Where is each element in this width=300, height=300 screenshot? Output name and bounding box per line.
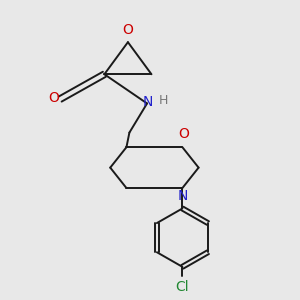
Text: O: O — [48, 92, 59, 106]
Text: O: O — [122, 23, 134, 37]
Text: O: O — [178, 128, 189, 141]
Text: Cl: Cl — [176, 280, 189, 294]
Text: N: N — [142, 95, 153, 109]
Text: H: H — [159, 94, 168, 107]
Text: N: N — [178, 189, 188, 202]
